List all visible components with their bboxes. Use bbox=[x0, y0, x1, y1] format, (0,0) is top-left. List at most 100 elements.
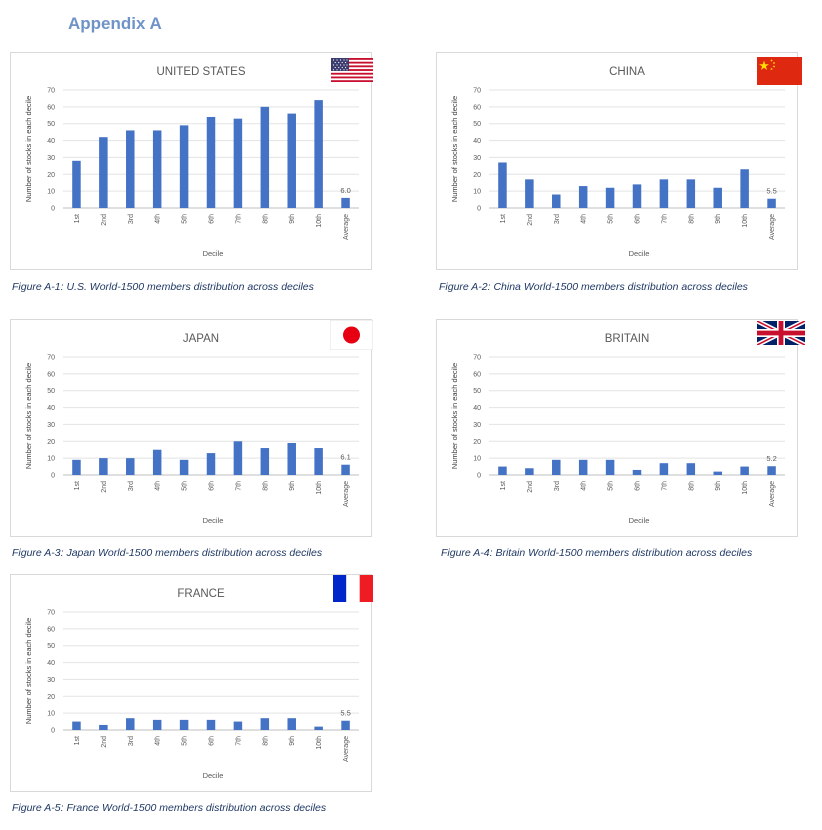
x-tick-label: 2nd bbox=[101, 214, 108, 226]
x-tick-label: 4th bbox=[155, 214, 162, 224]
bar-4th bbox=[578, 459, 588, 475]
chart-svg: BRITAIN 0 10 20 30 40 50 60 70 Number of stocks i… bbox=[450, 333, 785, 525]
bar-3rd bbox=[552, 459, 561, 475]
x-tick-label: 2nd bbox=[527, 481, 534, 493]
chart-britain: BRITAIN 0 10 20 30 40 50 60 70 Number of stocks i… bbox=[436, 319, 805, 537]
bar-7th bbox=[233, 118, 243, 208]
bar-2nd bbox=[99, 724, 108, 730]
bar-10th bbox=[740, 169, 749, 208]
bar-5th bbox=[179, 459, 189, 475]
x-tick-label: 10th bbox=[316, 214, 323, 228]
bar-4th bbox=[152, 130, 162, 208]
figure-caption-us: Figure A-1: U.S. World-1500 members dist… bbox=[12, 281, 314, 293]
chart-svg: UNITED STATES 0 10 20 30 40 50 60 70 Number of st… bbox=[24, 66, 359, 258]
bar-6th bbox=[206, 116, 216, 208]
x-tick-label: Average bbox=[343, 481, 350, 507]
x-tick-label: 1st bbox=[500, 481, 507, 490]
y-tick-label: 60 bbox=[473, 104, 481, 111]
bar-average bbox=[341, 464, 350, 475]
x-tick-label: 1st bbox=[74, 214, 81, 223]
us-flag-icon bbox=[331, 58, 373, 82]
y-tick-label: 20 bbox=[47, 694, 55, 701]
x-tick-label: 2nd bbox=[101, 736, 108, 748]
bar-6th bbox=[206, 719, 216, 730]
x-tick-label: 6th bbox=[635, 214, 642, 224]
chart-title: BRITAIN bbox=[605, 333, 650, 345]
bar-3rd bbox=[552, 194, 561, 208]
data-label-average: 5.5 bbox=[766, 187, 776, 196]
x-tick-label: 9th bbox=[289, 481, 296, 491]
x-tick-label: 3rd bbox=[554, 481, 561, 491]
bar-5th bbox=[605, 187, 615, 208]
x-tick-label: 7th bbox=[661, 214, 668, 224]
y-axis-label: Number of stocks in each decile bbox=[450, 363, 459, 469]
x-tick-label: 10th bbox=[316, 736, 323, 750]
x-tick-label: 10th bbox=[316, 481, 323, 495]
x-tick-label: 9th bbox=[289, 214, 296, 224]
bar-2nd bbox=[525, 468, 534, 475]
x-tick-label: 3rd bbox=[128, 481, 135, 491]
chart-svg: CHINA 0 10 20 30 40 50 60 70 Number of stocks in … bbox=[450, 66, 785, 258]
bar-9th bbox=[713, 471, 722, 475]
x-tick-label: 4th bbox=[155, 481, 162, 491]
y-tick-label: 50 bbox=[47, 388, 55, 395]
y-axis-label: Number of stocks in each decile bbox=[24, 96, 33, 202]
bar-5th bbox=[605, 459, 615, 475]
y-tick-label: 40 bbox=[473, 138, 481, 145]
x-axis-label: Decile bbox=[629, 249, 650, 258]
y-tick-label: 70 bbox=[473, 355, 481, 362]
bar-8th bbox=[260, 448, 270, 475]
chart-title: JAPAN bbox=[183, 333, 219, 345]
bar-8th bbox=[260, 106, 270, 208]
y-axis-label: Number of stocks in each decile bbox=[450, 96, 459, 202]
x-tick-label: 6th bbox=[209, 214, 216, 224]
bar-6th bbox=[632, 184, 642, 208]
y-tick-label: 0 bbox=[51, 206, 55, 213]
y-axis-label: Number of stocks in each decile bbox=[24, 363, 33, 469]
figure-caption-britain: Figure A-4: Britain World-1500 members d… bbox=[441, 547, 753, 559]
bar-average bbox=[767, 198, 776, 208]
y-tick-label: 20 bbox=[47, 439, 55, 446]
bar-10th bbox=[740, 466, 749, 475]
y-tick-label: 10 bbox=[473, 189, 481, 196]
y-tick-label: 70 bbox=[473, 88, 481, 95]
data-label-average: 5.5 bbox=[340, 709, 350, 718]
chart-united-states: UNITED STATES 0 10 20 30 40 50 60 70 Number of st… bbox=[10, 52, 373, 270]
y-tick-label: 40 bbox=[47, 660, 55, 667]
x-tick-label: 7th bbox=[661, 481, 668, 491]
bar-7th bbox=[233, 721, 243, 730]
x-tick-label: 9th bbox=[715, 214, 722, 224]
y-tick-label: 40 bbox=[47, 138, 55, 145]
y-tick-label: 30 bbox=[47, 422, 55, 429]
bar-1st bbox=[72, 459, 81, 475]
x-tick-label: 6th bbox=[635, 481, 642, 491]
x-tick-label: 1st bbox=[500, 214, 507, 223]
y-tick-label: 0 bbox=[51, 473, 55, 480]
x-tick-label: Average bbox=[343, 736, 350, 762]
x-tick-label: 2nd bbox=[527, 214, 534, 226]
bar-1st bbox=[498, 162, 507, 208]
chart-title: UNITED STATES bbox=[156, 66, 245, 78]
chart-china: CHINA 0 10 20 30 40 50 60 70 Number of stocks in … bbox=[436, 52, 802, 270]
figure-caption-france: Figure A-5: France World-1500 members di… bbox=[12, 802, 327, 814]
x-tick-label: 4th bbox=[155, 736, 162, 746]
x-tick-label: 5th bbox=[182, 736, 189, 746]
chart-title: FRANCE bbox=[177, 588, 225, 600]
bar-6th bbox=[206, 453, 216, 475]
bar-5th bbox=[179, 719, 189, 730]
chart-france: FRANCE 0 10 20 30 40 50 60 70 Number of stocks in… bbox=[10, 574, 373, 792]
x-tick-label: 8th bbox=[688, 214, 695, 224]
bar-7th bbox=[233, 441, 243, 475]
y-tick-label: 10 bbox=[47, 456, 55, 463]
x-tick-label: 4th bbox=[581, 214, 588, 224]
bar-7th bbox=[659, 463, 669, 475]
china-flag-icon bbox=[757, 57, 802, 85]
bar-10th bbox=[314, 100, 323, 208]
bar-3rd bbox=[126, 130, 135, 208]
bar-5th bbox=[179, 125, 189, 208]
x-tick-label: 4th bbox=[581, 481, 588, 491]
y-tick-label: 20 bbox=[47, 172, 55, 179]
y-tick-label: 50 bbox=[473, 388, 481, 395]
bar-9th bbox=[287, 113, 296, 208]
bar-4th bbox=[152, 449, 162, 475]
